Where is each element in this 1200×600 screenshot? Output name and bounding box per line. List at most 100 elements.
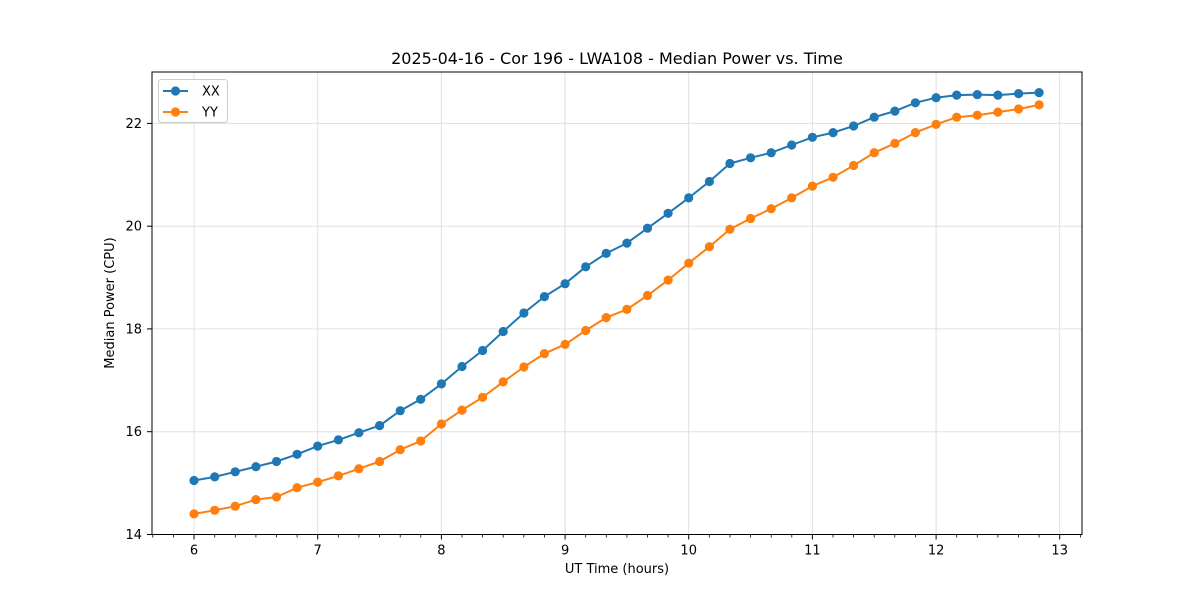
y-tick-label: 22 bbox=[125, 117, 142, 132]
data-point-xx bbox=[931, 93, 941, 103]
data-point-xx bbox=[354, 428, 364, 438]
data-point-yy bbox=[601, 313, 611, 323]
data-point-xx bbox=[251, 462, 261, 472]
data-point-xx bbox=[849, 121, 859, 131]
x-tick-label: 7 bbox=[314, 544, 322, 559]
data-point-yy bbox=[663, 275, 673, 285]
data-point-xx bbox=[560, 279, 570, 289]
data-point-xx bbox=[210, 472, 220, 482]
data-point-yy bbox=[1014, 104, 1024, 114]
data-point-yy bbox=[931, 119, 941, 129]
x-tick-label: 12 bbox=[928, 544, 945, 559]
data-point-xx bbox=[1034, 88, 1044, 98]
data-point-yy bbox=[271, 492, 282, 502]
data-point-yy bbox=[725, 224, 735, 234]
data-point-xx bbox=[663, 208, 673, 218]
data-point-yy bbox=[807, 181, 818, 191]
legend-sample-marker bbox=[170, 86, 181, 96]
y-tick-label: 16 bbox=[125, 425, 142, 440]
x-tick-label: 6 bbox=[190, 544, 198, 559]
x-tick-label: 8 bbox=[437, 544, 445, 559]
data-point-xx bbox=[189, 475, 199, 486]
data-point-xx bbox=[993, 90, 1003, 100]
data-point-xx bbox=[498, 326, 508, 337]
data-point-xx bbox=[581, 262, 591, 272]
data-point-yy bbox=[972, 110, 982, 120]
x-tick-label: 11 bbox=[804, 544, 821, 559]
legend-label-xx: XX bbox=[202, 85, 220, 100]
data-point-xx bbox=[230, 467, 240, 477]
data-point-yy bbox=[684, 258, 694, 268]
data-point-yy bbox=[416, 436, 426, 446]
data-point-xx bbox=[787, 140, 797, 150]
x-tick-label: 9 bbox=[561, 544, 569, 559]
data-point-yy bbox=[581, 325, 591, 336]
data-point-yy bbox=[436, 419, 446, 429]
data-point-yy bbox=[642, 290, 653, 301]
data-point-xx bbox=[642, 223, 653, 233]
data-point-yy bbox=[869, 148, 879, 158]
data-point-yy bbox=[952, 112, 962, 122]
data-point-xx bbox=[313, 441, 323, 451]
data-point-yy bbox=[395, 445, 405, 455]
data-point-yy bbox=[910, 128, 921, 138]
data-point-xx bbox=[890, 106, 900, 116]
data-point-xx bbox=[478, 345, 488, 356]
data-point-xx bbox=[828, 128, 838, 138]
data-point-yy bbox=[251, 495, 261, 505]
data-point-xx bbox=[457, 361, 467, 372]
data-point-xx bbox=[952, 90, 962, 100]
data-point-xx bbox=[746, 153, 756, 163]
data-point-yy bbox=[766, 204, 776, 214]
y-tick-label: 18 bbox=[125, 322, 142, 337]
data-point-xx bbox=[271, 456, 282, 467]
data-point-xx bbox=[436, 379, 446, 389]
data-point-yy bbox=[210, 505, 220, 515]
x-tick-label: 10 bbox=[680, 544, 697, 559]
data-point-xx bbox=[601, 248, 611, 258]
data-point-yy bbox=[746, 213, 756, 224]
data-point-yy bbox=[354, 464, 364, 474]
plot-area-border bbox=[151, 71, 1083, 535]
series-line-yy bbox=[193, 103, 1040, 515]
y-tick-label: 14 bbox=[125, 528, 142, 543]
data-point-xx bbox=[333, 435, 343, 445]
data-point-yy bbox=[539, 349, 550, 359]
data-point-yy bbox=[457, 405, 467, 415]
data-point-xx bbox=[725, 158, 735, 169]
data-point-xx bbox=[1014, 89, 1024, 99]
chart-title: 2025-04-16 - Cor 196 - LWA108 - Median P… bbox=[391, 49, 843, 68]
data-point-yy bbox=[230, 501, 240, 511]
data-point-yy bbox=[498, 377, 508, 387]
data-point-xx bbox=[766, 148, 776, 158]
legend-sample-marker bbox=[170, 107, 181, 117]
data-point-xx bbox=[519, 308, 529, 318]
data-point-xx bbox=[539, 292, 550, 302]
data-point-yy bbox=[849, 160, 859, 171]
data-point-xx bbox=[910, 98, 921, 108]
data-point-xx bbox=[972, 90, 982, 100]
y-tick-label: 20 bbox=[125, 220, 142, 235]
data-point-yy bbox=[313, 477, 323, 487]
data-point-yy bbox=[1034, 100, 1044, 110]
data-point-xx bbox=[375, 421, 385, 431]
data-point-xx bbox=[704, 176, 715, 187]
data-point-xx bbox=[684, 193, 694, 203]
x-tick-label: 13 bbox=[1051, 544, 1068, 559]
data-point-yy bbox=[828, 172, 838, 182]
data-point-xx bbox=[869, 112, 879, 122]
x-axis-label: UT Time (hours) bbox=[564, 562, 670, 577]
data-point-xx bbox=[622, 238, 632, 248]
data-point-yy bbox=[993, 107, 1003, 117]
data-point-yy bbox=[478, 392, 488, 402]
data-point-yy bbox=[375, 456, 385, 467]
legend-label-yy: YY bbox=[201, 106, 218, 121]
data-point-xx bbox=[395, 406, 405, 416]
data-point-xx bbox=[416, 394, 426, 404]
data-point-yy bbox=[622, 304, 632, 314]
data-point-xx bbox=[292, 449, 302, 459]
data-point-yy bbox=[787, 193, 797, 203]
data-point-yy bbox=[704, 242, 715, 252]
